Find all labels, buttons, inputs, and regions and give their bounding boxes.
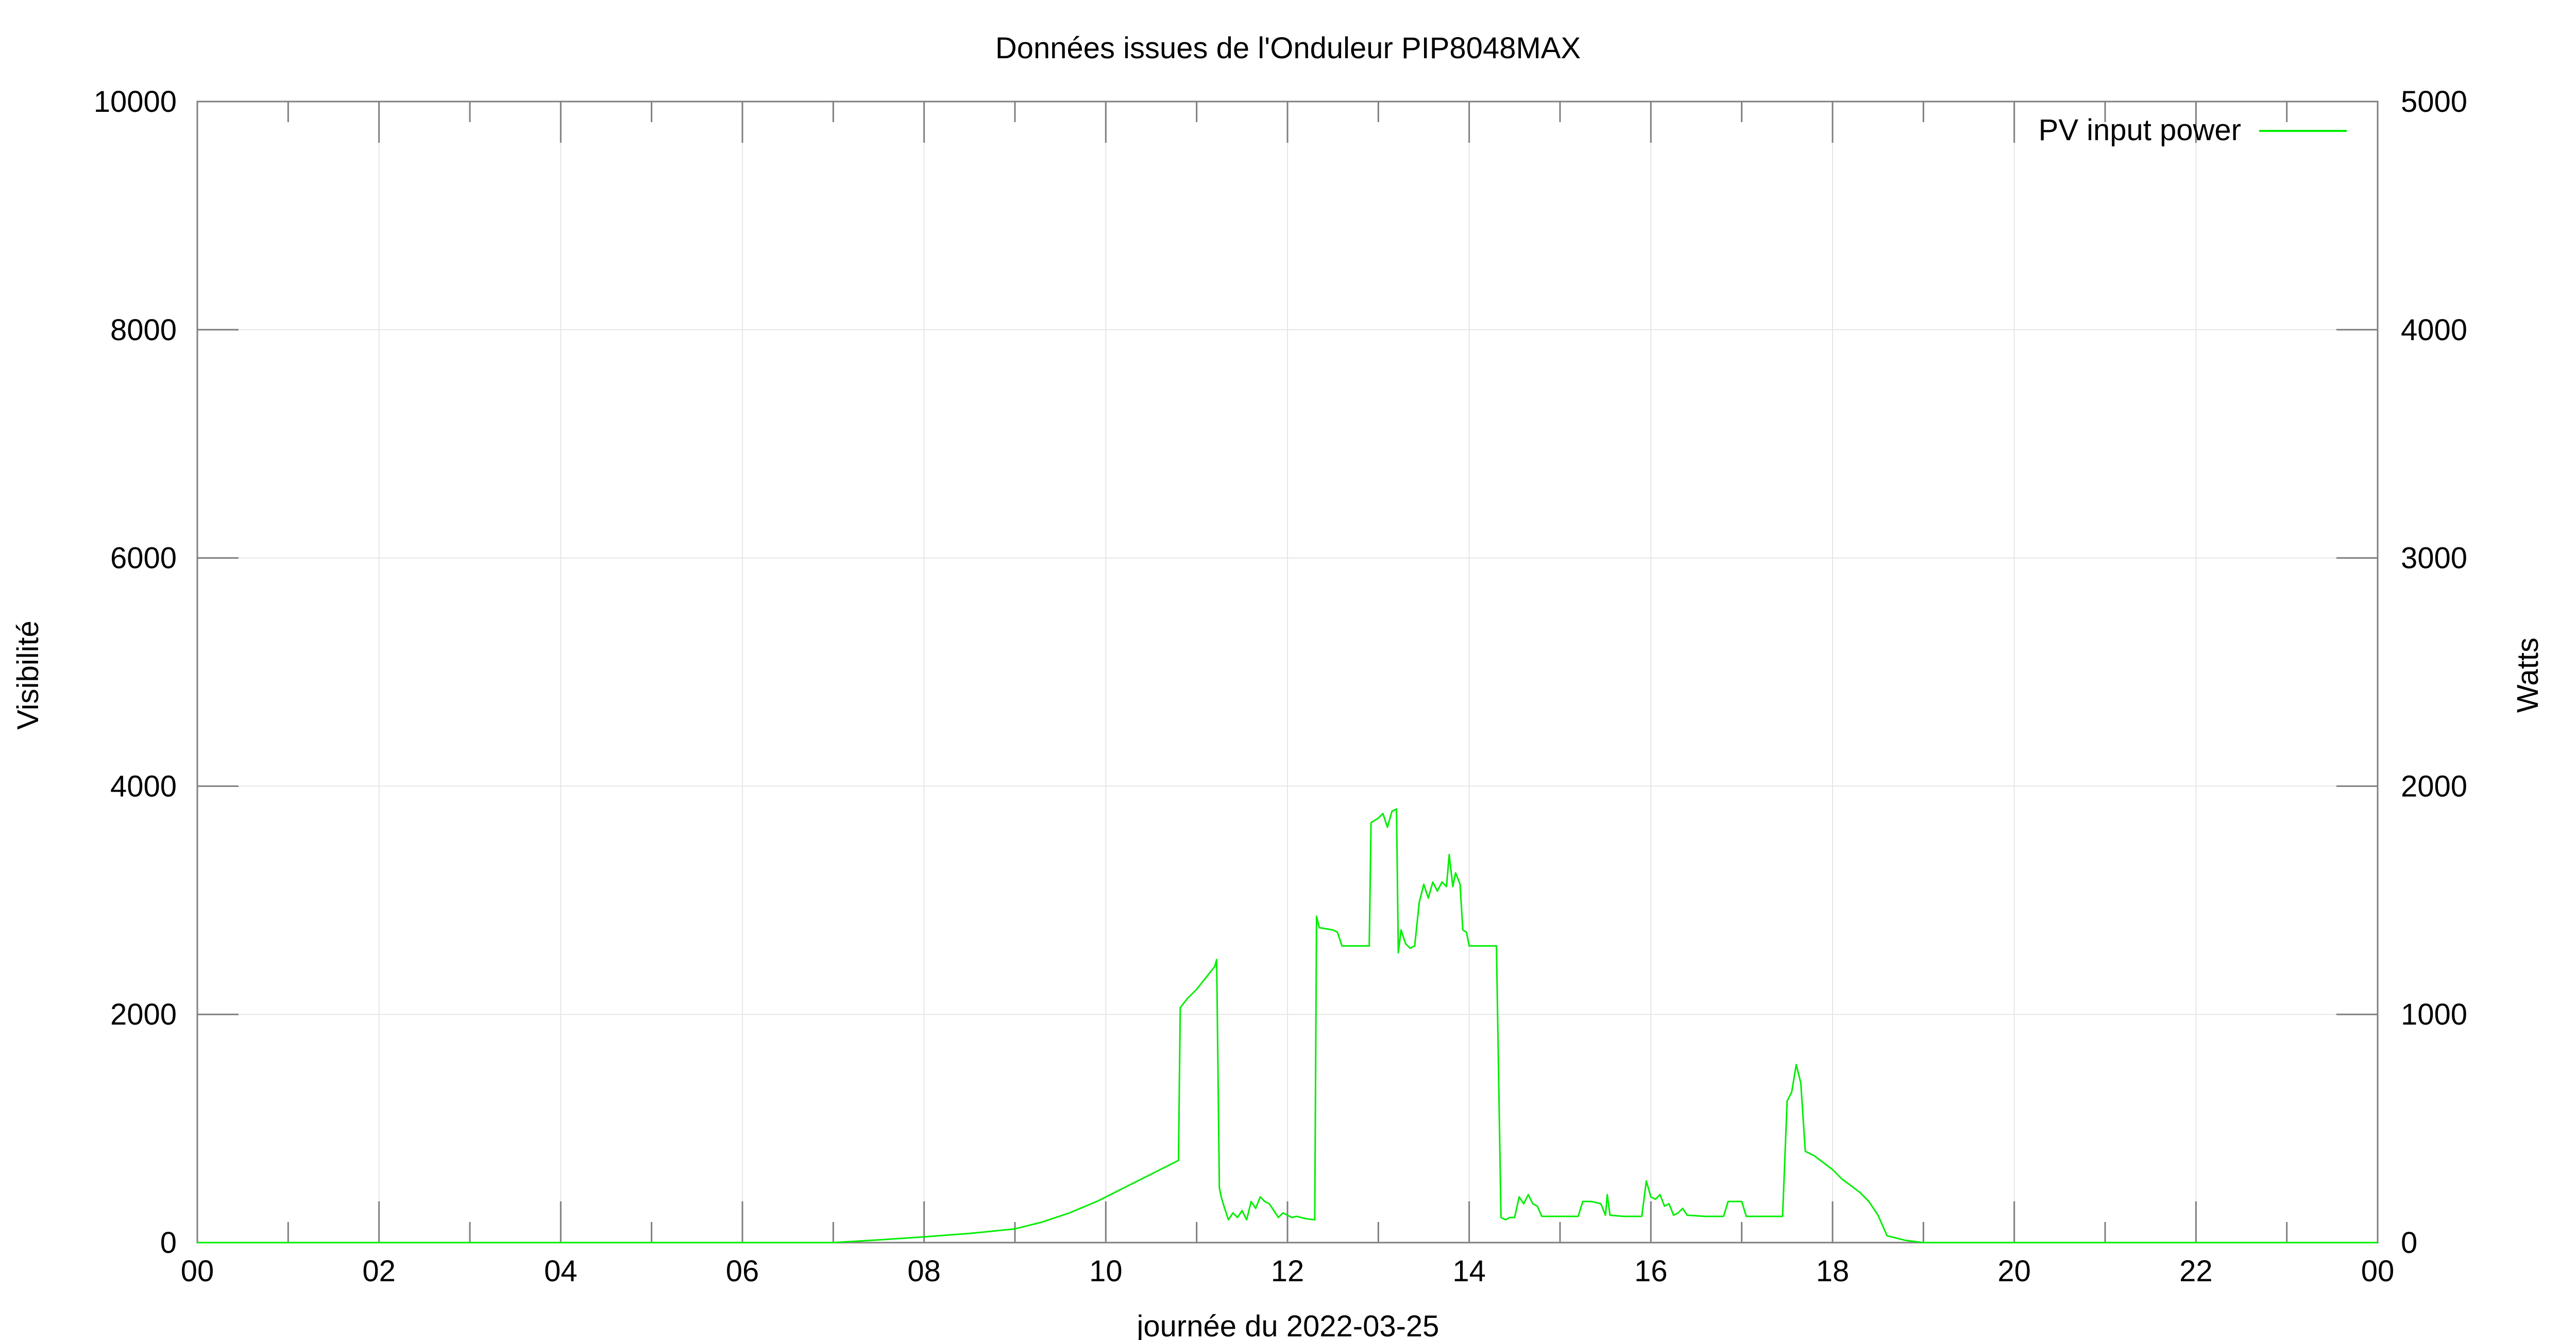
y-tick-label: 0 bbox=[160, 1226, 177, 1260]
y2-tick-label: 2000 bbox=[2401, 769, 2467, 803]
y-tick-label: 6000 bbox=[110, 542, 177, 575]
y-axis-label: Visibilité bbox=[11, 621, 45, 730]
legend: PV input power bbox=[2039, 113, 2347, 147]
x-tick-label: 06 bbox=[726, 1254, 759, 1288]
x-tick-label: 16 bbox=[1634, 1254, 1668, 1288]
y-tick-label: 2000 bbox=[110, 998, 177, 1031]
series-line-pv-input-power bbox=[197, 808, 2378, 1244]
y2-tick-label: 0 bbox=[2401, 1226, 2417, 1260]
x-tick-label: 12 bbox=[1271, 1254, 1304, 1288]
chart-title: Données issues de l'Onduleur PIP8048MAX bbox=[995, 31, 1581, 65]
x-tick-label: 04 bbox=[544, 1254, 578, 1288]
x-tick-label: 22 bbox=[2179, 1254, 2213, 1288]
grid bbox=[197, 102, 2378, 1243]
plot-border bbox=[196, 100, 2379, 1244]
series-layer bbox=[197, 808, 2378, 1244]
x-tick-label: 00 bbox=[2361, 1254, 2395, 1288]
x-tick-label: 02 bbox=[362, 1254, 396, 1288]
x-tick-label: 18 bbox=[1816, 1254, 1850, 1288]
y-tick-label: 8000 bbox=[110, 313, 177, 347]
x-tick-label: 14 bbox=[1452, 1254, 1486, 1288]
y2-tick-label: 1000 bbox=[2401, 998, 2467, 1031]
x-axis-label: journée du 2022-03-25 bbox=[1136, 1310, 1439, 1340]
y2-tick-label: 3000 bbox=[2401, 542, 2467, 575]
y-tick-label: 4000 bbox=[110, 769, 177, 803]
x-tick-label: 20 bbox=[1997, 1254, 2031, 1288]
legend-label: PV input power bbox=[2039, 113, 2241, 147]
x-tick-label: 10 bbox=[1089, 1254, 1123, 1288]
y2-tick-label: 4000 bbox=[2401, 313, 2467, 347]
x-tick-label: 08 bbox=[907, 1254, 941, 1288]
x-tick-label: 00 bbox=[181, 1254, 214, 1288]
tick-labels: 00 02 04 06 08 10 12 14 16 18 20 22 0002000400060008… bbox=[94, 85, 2467, 1288]
y2-axis-label: Watts bbox=[2511, 638, 2545, 713]
y-tick-label: 10000 bbox=[94, 85, 177, 119]
y2-tick-label: 5000 bbox=[2401, 85, 2467, 119]
